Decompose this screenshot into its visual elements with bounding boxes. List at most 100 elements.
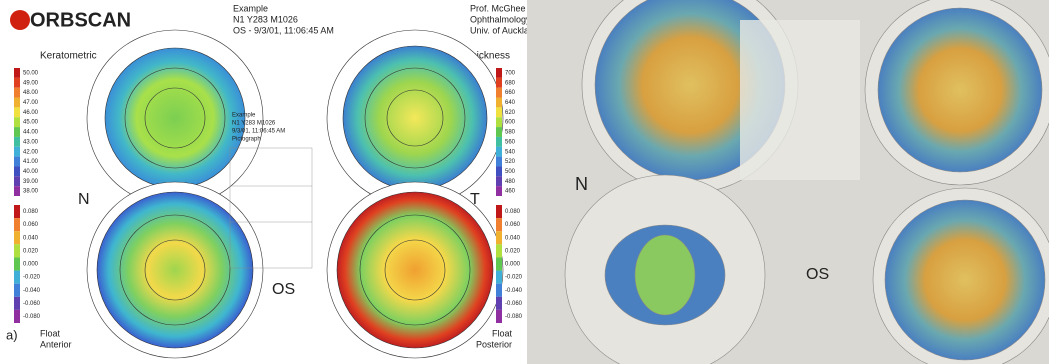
- scale-label: 660: [505, 90, 516, 96]
- scale-label: 0.080: [505, 209, 521, 215]
- scale-swatch: [496, 68, 502, 78]
- scale-label: -0.020: [23, 275, 41, 281]
- header-line: Example: [233, 3, 268, 13]
- scale-label: 45.00: [23, 120, 39, 126]
- scale-swatch: [14, 88, 20, 98]
- scale-swatch: [14, 231, 20, 244]
- scale-swatch: [14, 68, 20, 78]
- side-label: OS: [806, 266, 829, 283]
- scale-label: 560: [505, 139, 516, 145]
- scale-swatch: [14, 117, 20, 127]
- scale-swatch: [14, 271, 20, 284]
- scale-swatch: [496, 147, 502, 157]
- scale-label: 0.040: [505, 235, 521, 241]
- scale-label: -0.040: [505, 288, 523, 294]
- scale-swatch: [14, 284, 20, 297]
- scale-label: 0.020: [505, 248, 521, 254]
- scale-label: 47.00: [23, 100, 39, 106]
- scale-label: 640: [505, 100, 516, 106]
- scale-swatch: [14, 157, 20, 167]
- map-title: Keratometric: [40, 51, 97, 62]
- scale-label: 0.040: [23, 235, 39, 241]
- scale-label: 38.00: [23, 189, 39, 195]
- scale-label: 44.00: [23, 130, 39, 136]
- scale-swatch: [496, 218, 502, 231]
- scale-label: -0.060: [505, 301, 523, 307]
- scale-label: 0.000: [505, 262, 521, 268]
- logo-mark: [10, 10, 30, 30]
- scale-label: -0.040: [23, 288, 41, 294]
- side-label: N: [78, 191, 90, 208]
- scale-label: 41.00: [23, 159, 39, 165]
- scale-swatch: [14, 310, 20, 323]
- side-label: T: [470, 191, 480, 208]
- scale-swatch: [14, 257, 20, 270]
- scale-label: 600: [505, 120, 516, 126]
- scale-swatch: [14, 137, 20, 147]
- scale-swatch: [14, 166, 20, 176]
- scale-swatch: [496, 88, 502, 98]
- scale-label: 620: [505, 110, 516, 116]
- scale-swatch: [14, 78, 20, 88]
- scale-swatch: [14, 98, 20, 108]
- map-title: Float: [492, 328, 513, 338]
- scale-swatch: [496, 297, 502, 310]
- right-panel: N OS: [527, 0, 1049, 364]
- header-line: Ophthalmology: [470, 14, 531, 24]
- side-label: OS: [272, 281, 295, 298]
- scale-swatch: [496, 166, 502, 176]
- scale-swatch: [14, 127, 20, 137]
- scale-swatch: [496, 98, 502, 108]
- header-line: OS - 9/3/01, 11:06:45 AM: [233, 25, 334, 35]
- scale-swatch: [14, 107, 20, 117]
- map-title: Float: [40, 328, 61, 338]
- scale-swatch: [496, 271, 502, 284]
- scale-label: -0.080: [23, 314, 41, 320]
- map-title: Anterior: [40, 339, 72, 349]
- scale-swatch: [496, 186, 502, 196]
- scale-swatch: [14, 176, 20, 186]
- panel-label: a): [6, 327, 18, 342]
- scale-swatch: [14, 297, 20, 310]
- scale-label: 42.00: [23, 149, 39, 155]
- scale-label: 48.00: [23, 90, 39, 96]
- scale-swatch: [496, 78, 502, 88]
- scale-label: 580: [505, 130, 516, 136]
- scale-swatch: [496, 107, 502, 117]
- scale-swatch: [496, 231, 502, 244]
- scale-label: 0.060: [505, 222, 521, 228]
- scale-label: 520: [505, 159, 516, 165]
- scale-swatch: [14, 218, 20, 231]
- scale-label: 0.020: [23, 248, 39, 254]
- scale-label: 500: [505, 169, 516, 175]
- scale-label: 700: [505, 71, 516, 77]
- scale-swatch: [496, 257, 502, 270]
- header-line: N1 Y283 M1026: [233, 14, 298, 24]
- info-line: Example: [232, 113, 256, 119]
- scale-label: 40.00: [23, 169, 39, 175]
- scale-label: 0.000: [23, 262, 39, 268]
- scale-swatch: [14, 205, 20, 218]
- scale-label: 480: [505, 179, 516, 185]
- scale-swatch: [496, 127, 502, 137]
- scale-swatch: [496, 205, 502, 218]
- scale-label: 43.00: [23, 139, 39, 145]
- scale-swatch: [496, 157, 502, 167]
- scale-swatch: [496, 117, 502, 127]
- scale-label: -0.020: [505, 275, 523, 281]
- scale-swatch: [14, 244, 20, 257]
- scale-label: -0.060: [23, 301, 41, 307]
- scale-swatch: [14, 147, 20, 157]
- scale-label: 460: [505, 189, 516, 195]
- scale-swatch: [496, 176, 502, 186]
- map-title: Posterior: [476, 339, 512, 349]
- scale-label: 46.00: [23, 110, 39, 116]
- scale-swatch: [496, 284, 502, 297]
- scale-swatch: [496, 244, 502, 257]
- scale-label: 0.080: [23, 209, 39, 215]
- scale-label: 680: [505, 80, 516, 86]
- info-line: 9/3/01, 11:06:45 AM: [232, 129, 285, 135]
- logo: ORBSCAN: [30, 9, 131, 31]
- scale-label: 540: [505, 149, 516, 155]
- scale-swatch: [14, 186, 20, 196]
